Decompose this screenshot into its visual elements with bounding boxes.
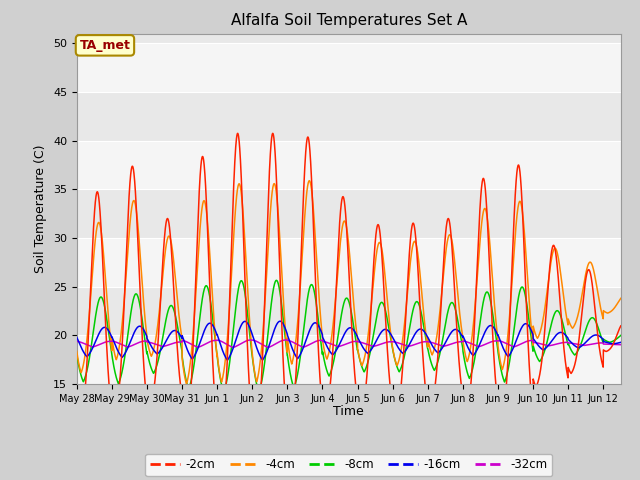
Bar: [77, 43, 621, 92]
Bar: [77, 189, 621, 238]
Bar: [77, 34, 621, 43]
X-axis label: Time: Time: [333, 405, 364, 418]
Bar: [77, 336, 621, 384]
Bar: [77, 287, 621, 336]
Bar: [77, 141, 621, 189]
Legend: -2cm, -4cm, -8cm, -16cm, -32cm: -2cm, -4cm, -8cm, -16cm, -32cm: [145, 454, 552, 476]
Text: TA_met: TA_met: [79, 39, 131, 52]
Y-axis label: Soil Temperature (C): Soil Temperature (C): [35, 144, 47, 273]
Bar: [77, 92, 621, 141]
Bar: [77, 238, 621, 287]
Title: Alfalfa Soil Temperatures Set A: Alfalfa Soil Temperatures Set A: [230, 13, 467, 28]
